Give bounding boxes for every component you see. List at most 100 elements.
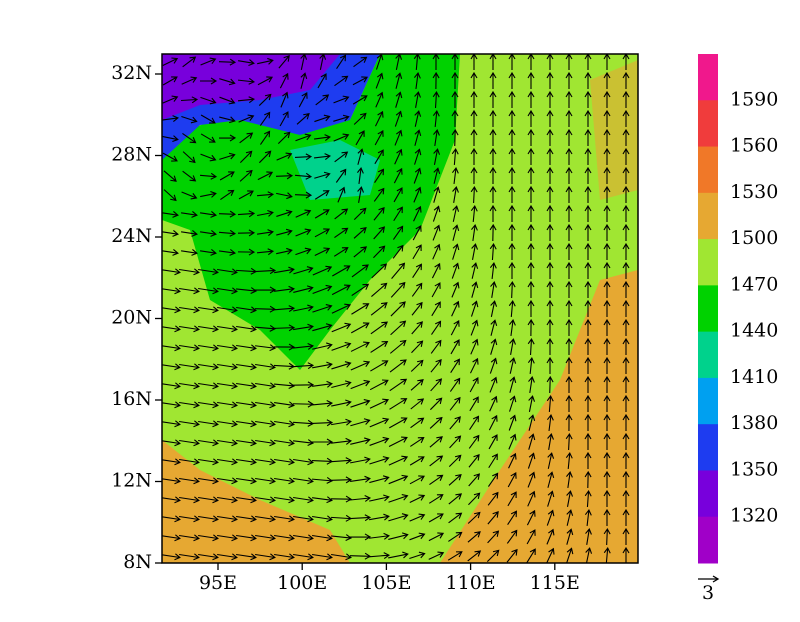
wind-arrow [489,223,497,242]
wind-arrow [292,362,315,370]
wind-arrow [179,439,200,447]
wind-arrow [546,223,554,241]
wind-arrow [546,280,554,298]
wind-arrow [200,230,217,237]
wind-arrow [527,280,535,298]
wind-arrow [198,401,219,409]
wind-arrow [508,90,516,108]
wind-arrow [433,129,440,146]
wind-arrow [349,533,372,541]
wind-arrow [409,456,425,466]
wind-arrow [179,401,200,409]
wind-arrow [388,513,409,522]
wind-arrow [470,109,478,127]
wind-arrow [179,458,200,466]
wind-arrow [198,439,219,447]
wind-arrow [293,439,314,447]
wind-arrow [546,528,555,545]
wind-arrow [584,337,592,355]
wind-arrow [508,54,516,70]
wind-arrow [603,318,611,336]
wind-arrow [334,227,349,239]
wind-arrow [413,186,422,203]
wind-arrow [257,209,274,217]
wind-arrow [274,496,295,504]
wind-arrow [350,456,371,464]
wind-arrow [198,496,219,504]
wind-arrow [357,186,364,203]
wind-arrow [470,319,479,336]
wind-arrow [274,401,295,409]
wind-arrow [508,242,516,260]
colorbar-label: 1500 [730,227,778,249]
lat-label: 12N [111,470,152,492]
wind-arrow [489,261,497,280]
wind-arrow [389,417,408,429]
wind-arrow [237,210,256,218]
wind-arrow [488,414,498,431]
wind-arrow [546,185,554,203]
wind-arrow [468,473,481,487]
wind-arrow [331,437,352,445]
wind-arrow [584,90,592,108]
wind-arrow [507,491,517,507]
colorbar-label: 1380 [730,412,778,434]
wind-arrow [565,128,573,146]
wind-arrow [279,111,289,127]
wind-arrow [584,508,592,527]
wind-arrow [622,394,630,412]
wind-arrow [179,325,200,333]
wind-arrow [487,530,500,544]
wind-arrow [391,262,406,280]
wind-arrow [565,375,573,393]
wind-arrow [162,515,181,523]
wind-arrow [389,339,407,354]
wind-arrow [179,553,200,561]
wind-arrow [508,204,516,222]
wind-arrow [293,285,314,293]
wind-arrow [333,114,350,122]
wind-arrow [432,71,440,90]
wind-arrow [274,420,295,428]
wind-arrow [237,229,256,237]
wind-arrow [451,90,459,108]
wind-arrow [369,417,390,428]
wind-arrow [603,470,611,488]
wind-arrow [333,95,350,104]
wind-arrow [622,204,630,222]
wind-arrow [527,223,535,241]
wind-arrow [508,71,516,89]
wind-arrow [314,247,331,256]
wind-arrow [603,242,611,260]
wind-arrow [273,343,296,351]
wind-arrow [622,451,630,469]
wind-arrow [331,284,351,296]
wind-arrow [236,458,257,466]
wind-arrow [467,531,481,543]
wind-arrow [450,319,460,336]
wind-arrow [350,399,371,408]
wind-arrow [179,363,200,371]
wind-arrow [470,204,478,223]
colorbar-label: 1530 [730,181,778,203]
wind-arrow [255,458,276,466]
wind-arrow [198,420,219,428]
wind-arrow [509,338,516,355]
wind-arrow [198,382,219,390]
wind-arrow [565,242,573,260]
wind-arrow [314,171,331,179]
wind-arrow [217,458,238,466]
wind-arrow [375,91,384,108]
wind-arrow [411,282,423,297]
wind-arrow [452,243,460,260]
lon-label: 110E [446,572,496,594]
wind-arrow [527,299,535,317]
wind-arrow [356,167,364,185]
wind-arrow [332,265,351,277]
wind-arrow [566,528,574,545]
wind-arrow [603,223,611,241]
wind-arrow [254,267,277,275]
wind-arrow [431,282,441,298]
wind-arrow [506,548,518,563]
